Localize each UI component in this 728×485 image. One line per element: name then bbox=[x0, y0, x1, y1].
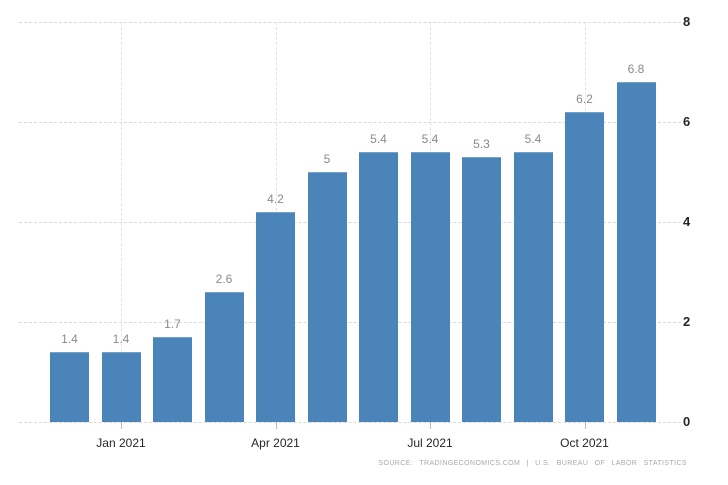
bar-oct-2021[interactable] bbox=[565, 112, 604, 422]
bar-apr-2021[interactable] bbox=[256, 212, 295, 422]
x-axis-tick-label: Jul 2021 bbox=[407, 436, 453, 450]
y-gridline bbox=[19, 122, 681, 123]
bar-mar-2021[interactable] bbox=[205, 292, 244, 422]
x-axis-tick-label: Oct 2021 bbox=[560, 436, 609, 450]
x-gridline bbox=[121, 22, 122, 422]
bar-value-label: 5.4 bbox=[524, 132, 542, 146]
bar-value-label: 1.4 bbox=[112, 332, 130, 346]
bar-value-label: 6.8 bbox=[627, 62, 645, 76]
bar-value-label: 1.4 bbox=[61, 332, 78, 346]
y-axis-tick-label: 2 bbox=[683, 314, 691, 329]
bar-jan-2021[interactable] bbox=[102, 352, 141, 422]
y-axis-tick-label: 6 bbox=[683, 114, 691, 129]
x-axis-tick-label: Jan 2021 bbox=[96, 436, 146, 450]
x-axis-tick bbox=[584, 422, 586, 429]
x-axis-tick bbox=[275, 422, 277, 429]
y-gridline bbox=[19, 222, 681, 223]
bar-dec-2020[interactable] bbox=[50, 352, 89, 422]
bar-sep-2021[interactable] bbox=[514, 152, 553, 422]
bar-aug-2021[interactable] bbox=[462, 157, 501, 422]
y-gridline bbox=[19, 422, 681, 423]
y-gridline bbox=[19, 322, 681, 323]
y-axis-tick-label: 8 bbox=[683, 14, 691, 29]
x-axis-tick bbox=[121, 422, 122, 429]
bar-may-2021[interactable] bbox=[308, 172, 347, 422]
y-axis-tick-label: 4 bbox=[683, 214, 691, 229]
bar-jul-2021[interactable] bbox=[411, 152, 450, 422]
bar-value-label: 6.2 bbox=[576, 92, 593, 106]
bar-value-label: 5.4 bbox=[370, 132, 387, 146]
bar-value-label: 4.2 bbox=[267, 192, 284, 206]
bar-nov-2021[interactable] bbox=[617, 82, 656, 422]
bar-value-label: 5 bbox=[323, 152, 331, 166]
y-axis-tick-label: 0 bbox=[683, 414, 691, 429]
source-attribution-link[interactable]: SOURCE: TRADINGECONOMICS.COM | U.S. BURE… bbox=[378, 460, 687, 467]
x-axis-tick bbox=[430, 422, 431, 429]
bar-jun-2021[interactable] bbox=[359, 152, 398, 422]
y-gridline bbox=[19, 22, 681, 23]
bar-value-label: 2.6 bbox=[215, 272, 233, 286]
x-axis-tick-label: Apr 2021 bbox=[251, 436, 300, 450]
bar-value-label: 1.7 bbox=[164, 317, 181, 331]
bar-value-label: 5.3 bbox=[473, 137, 490, 151]
bar-value-label: 5.4 bbox=[421, 132, 439, 146]
bar-feb-2021[interactable] bbox=[153, 337, 192, 422]
